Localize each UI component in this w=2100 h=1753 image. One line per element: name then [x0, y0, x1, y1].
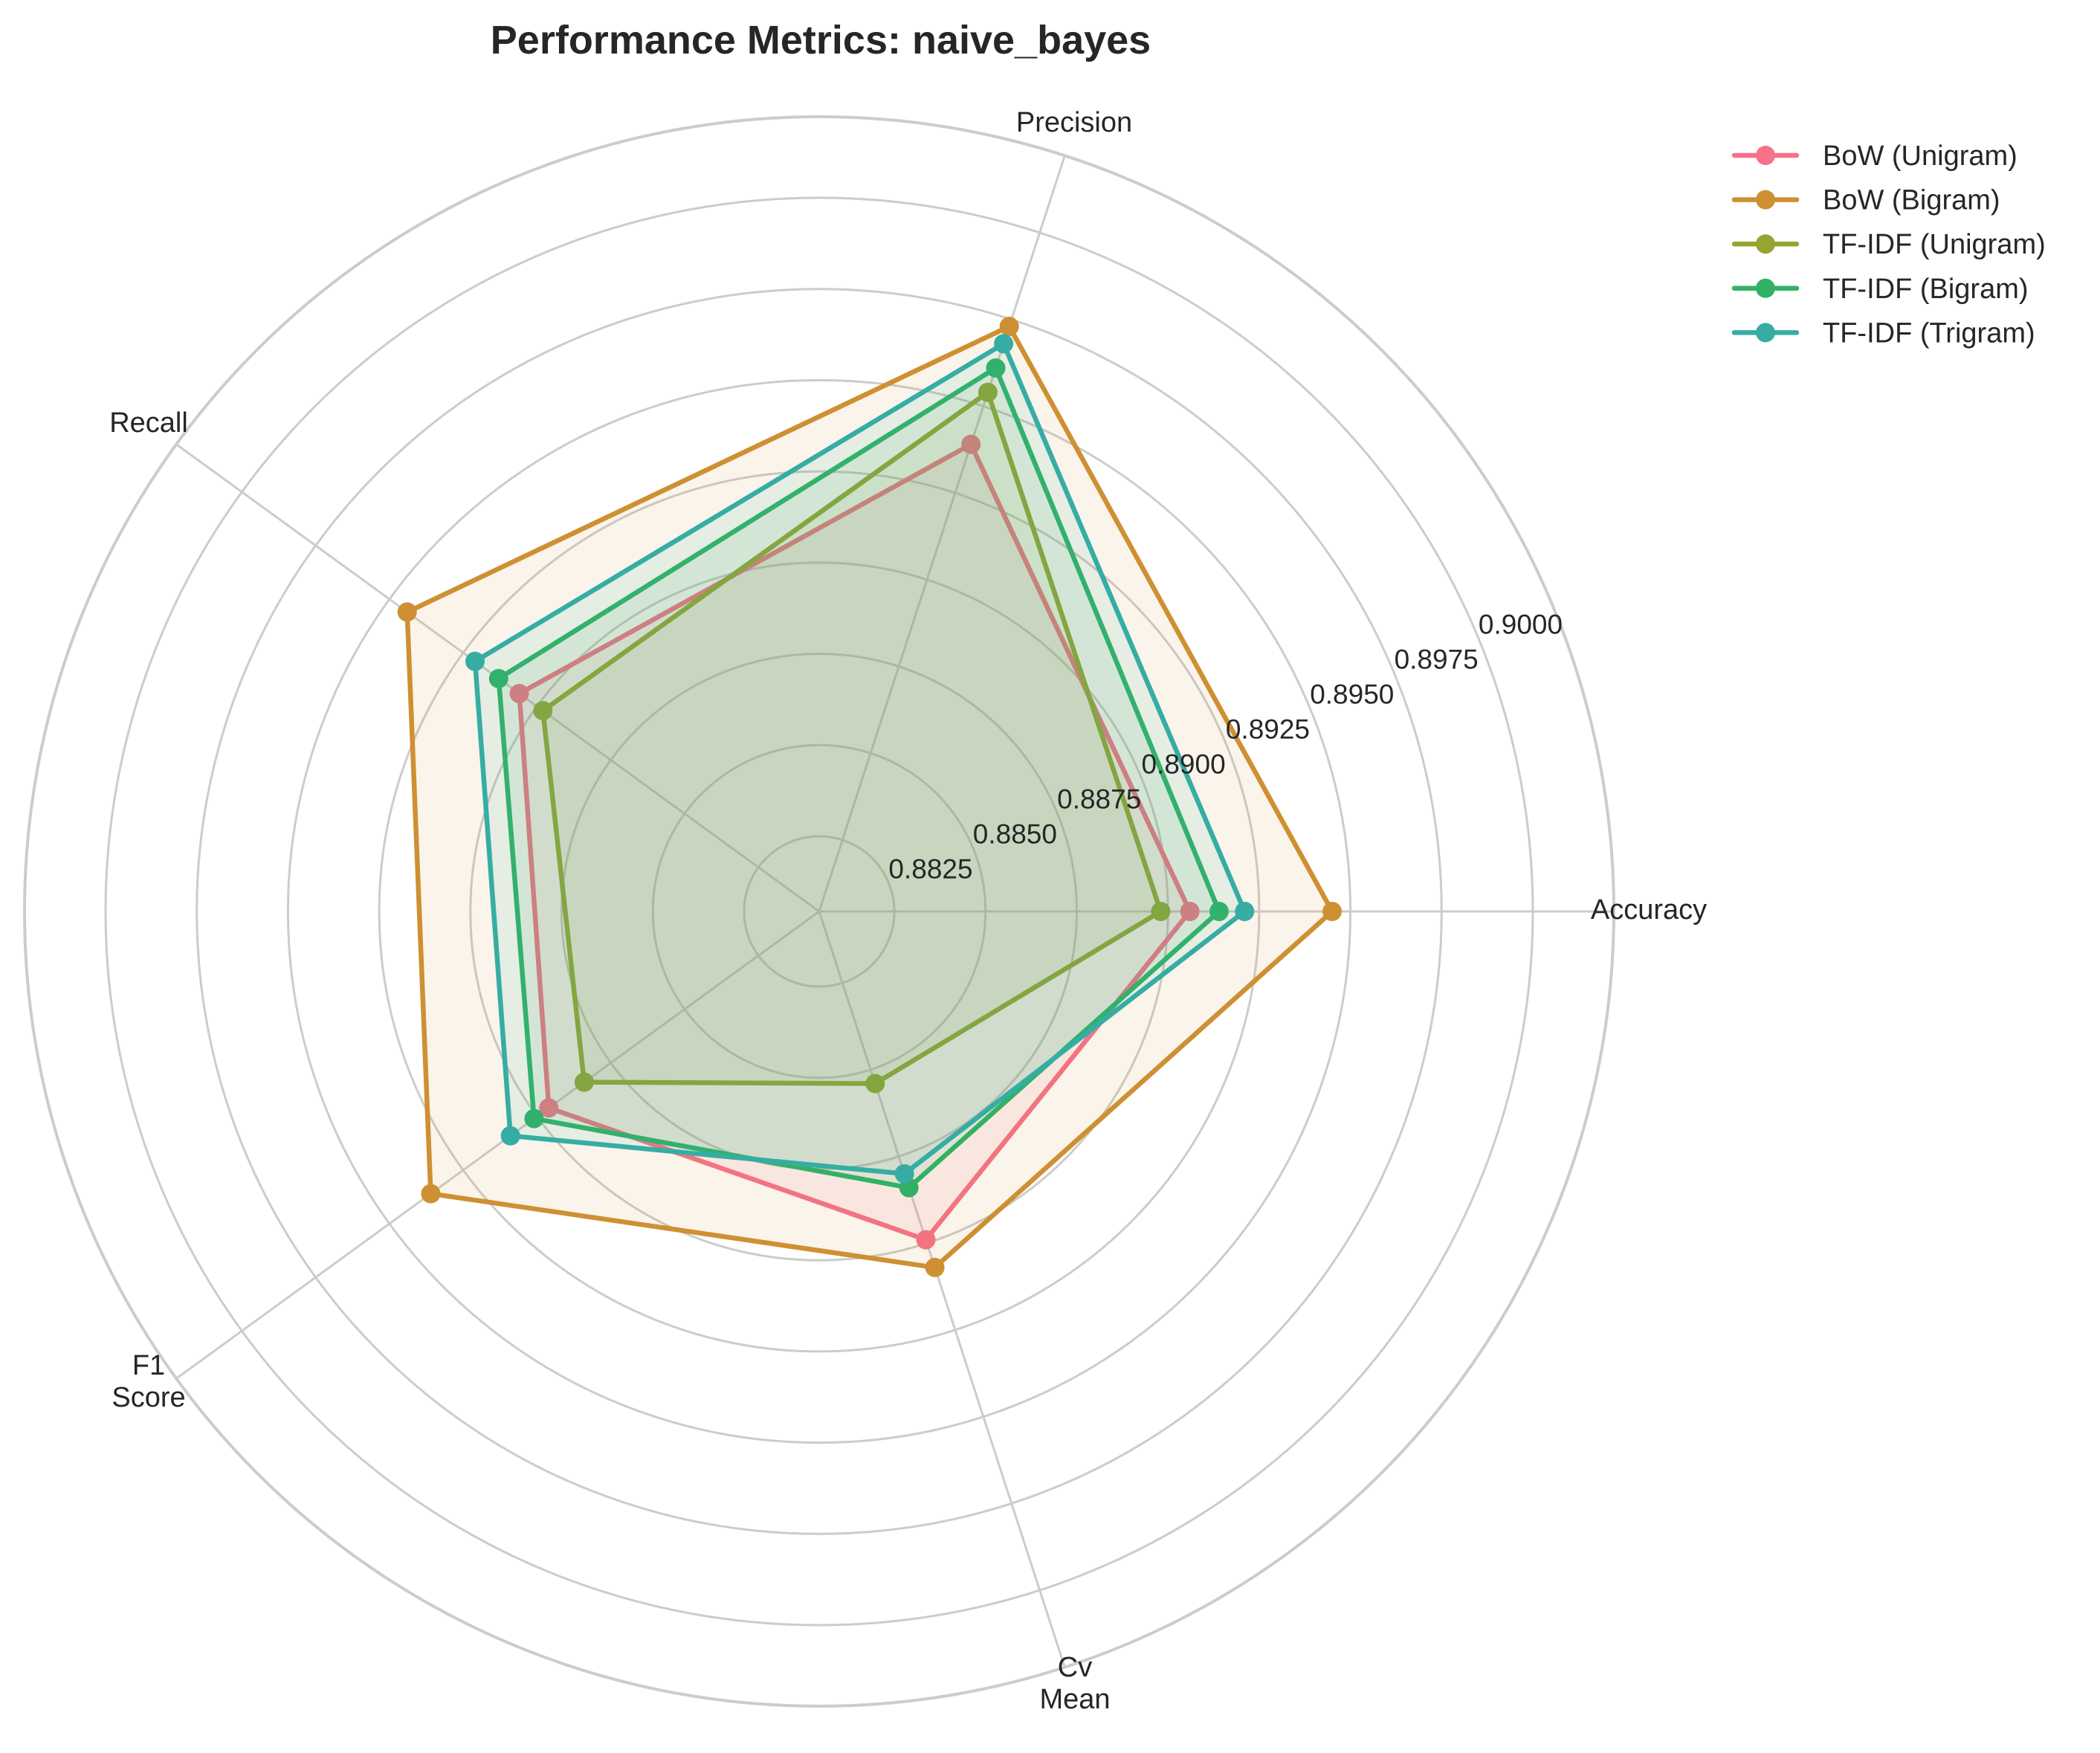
axis-spoke — [818, 155, 1066, 912]
series-line — [517, 442, 1192, 1242]
radial-tick-label: 0.8850 — [973, 819, 1057, 849]
radial-tick-labels: 0.88250.88500.88750.89000.89250.89500.89… — [888, 610, 1563, 885]
legend-marker-icon — [1756, 190, 1775, 210]
data-point-marker — [1180, 902, 1200, 921]
axis-label-accuracy: Accuracy — [1591, 894, 1707, 926]
series-tf-idf-trigram — [465, 334, 1255, 1184]
series-fill — [519, 444, 1190, 1240]
data-point-marker — [1235, 902, 1255, 921]
axis-labels: Accuracy Precision Recall F1 Score Cv Mean — [109, 107, 1707, 1715]
radial-tick-label: 0.9000 — [1479, 610, 1563, 640]
data-point-marker — [421, 1184, 441, 1204]
data-point-marker — [397, 602, 417, 622]
legend-label: TF-IDF (Trigram) — [1823, 317, 2035, 349]
data-point-marker — [500, 1126, 520, 1146]
legend: BoW (Unigram) BoW (Bigram) TF-IDF (Unigram… — [1731, 141, 2046, 349]
radial-tick-label: 0.8900 — [1141, 749, 1225, 779]
legend-item: TF-IDF (Unigram) — [1731, 229, 2046, 260]
radar-series — [397, 317, 1343, 1277]
series-fill — [543, 392, 1161, 1084]
data-point-marker — [916, 1230, 936, 1250]
legend-label: BoW (Bigram) — [1823, 185, 2000, 216]
data-point-marker — [986, 358, 1006, 378]
axis-label-cv-mean: Cv Mean — [1039, 1652, 1110, 1715]
axis-spoke — [175, 910, 820, 1380]
radial-tick-label: 0.8950 — [1310, 679, 1394, 710]
legend-label: BoW (Unigram) — [1823, 141, 2017, 172]
legend-item: BoW (Unigram) — [1731, 141, 2017, 172]
radial-tick-label: 0.8825 — [888, 853, 972, 884]
data-point-marker — [1209, 902, 1229, 921]
legend-item: TF-IDF (Trigram) — [1731, 317, 2035, 349]
series-bow-unigram — [509, 434, 1200, 1250]
legend-item: BoW (Bigram) — [1731, 185, 2000, 216]
legend-marker-icon — [1756, 278, 1775, 298]
data-point-marker — [999, 317, 1019, 337]
series-line — [404, 323, 1335, 1271]
data-point-marker — [978, 382, 998, 402]
axis-label-recall: Recall — [109, 407, 188, 439]
series-line — [472, 341, 1247, 1177]
data-point-marker — [1322, 902, 1343, 921]
series-fill — [475, 343, 1245, 1174]
series-tf-idf-unigram — [533, 382, 1171, 1094]
data-point-marker — [865, 1074, 885, 1094]
legend-marker-icon — [1756, 323, 1775, 343]
legend-marker-icon — [1756, 146, 1775, 165]
data-point-marker — [509, 683, 529, 703]
legend-marker-icon — [1756, 234, 1775, 254]
data-point-marker — [524, 1108, 544, 1129]
data-point-marker — [1151, 902, 1171, 921]
series-line — [496, 365, 1222, 1190]
series-fill — [498, 368, 1219, 1188]
legend-label: TF-IDF (Unigram) — [1823, 229, 2046, 260]
axis-spoke — [818, 911, 1066, 1668]
data-point-marker — [994, 334, 1014, 354]
chart-title: Performance Metrics: naive_bayes — [491, 18, 1151, 62]
axis-label-precision: Precision — [1016, 107, 1132, 138]
data-point-marker — [488, 668, 508, 688]
data-point-marker — [961, 434, 981, 454]
series-tf-idf-bigram — [488, 358, 1229, 1198]
data-point-marker — [925, 1257, 945, 1277]
radial-tick-label: 0.8975 — [1395, 645, 1479, 675]
data-point-marker — [894, 1163, 914, 1184]
data-point-marker — [574, 1072, 594, 1092]
data-point-marker — [465, 651, 485, 671]
axis-label-f1-score: F1 Score — [112, 1350, 185, 1413]
legend-label: TF-IDF (Bigram) — [1823, 274, 2029, 305]
legend-item: TF-IDF (Bigram) — [1731, 274, 2029, 305]
data-point-marker — [533, 700, 553, 720]
radial-tick-label: 0.8875 — [1057, 784, 1141, 814]
radial-tick-label: 0.8925 — [1226, 714, 1310, 744]
series-line — [540, 390, 1163, 1086]
data-point-marker — [539, 1098, 559, 1118]
